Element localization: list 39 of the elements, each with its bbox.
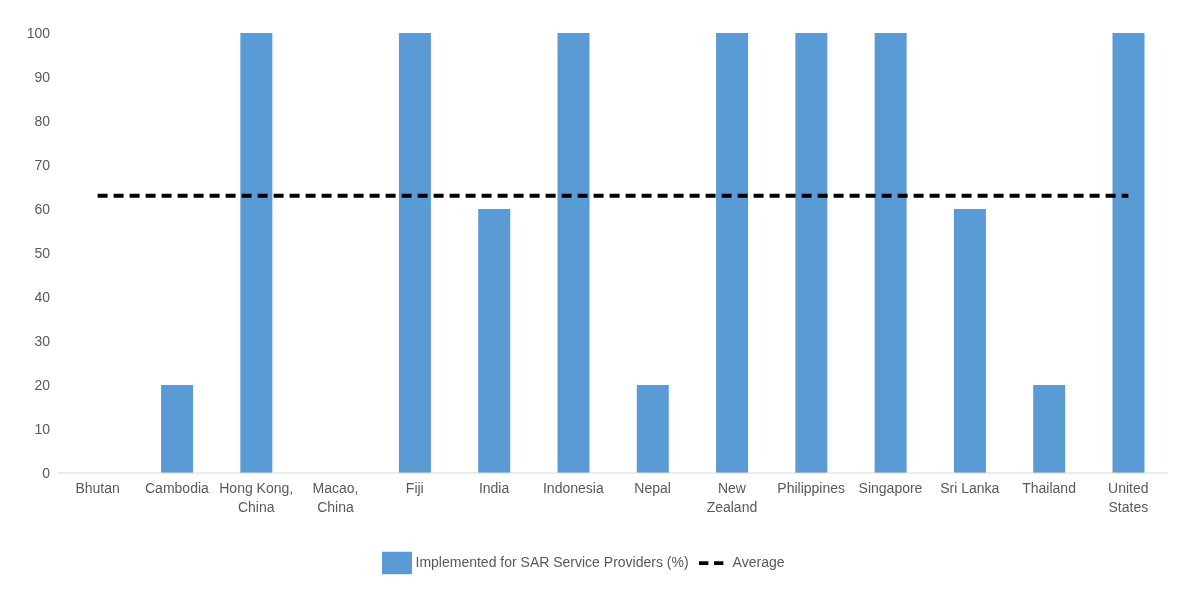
bar <box>953 209 986 473</box>
x-tick-label: India <box>478 480 510 496</box>
bar <box>716 33 749 473</box>
y-tick-label: 40 <box>34 288 51 305</box>
y-tick-label: 70 <box>34 156 51 173</box>
x-tick-label: Thailand <box>1022 480 1076 496</box>
x-tick-label: United States <box>1108 480 1149 515</box>
x-tick-label: New Zealand <box>706 480 758 515</box>
x-tick-label: Fiji <box>405 480 424 496</box>
x-tick-label: Macao, China <box>312 480 359 515</box>
y-tick-label: 10 <box>34 420 51 437</box>
bar <box>161 385 194 473</box>
y-tick-label: 20 <box>34 376 51 393</box>
y-tick-label: 50 <box>34 244 51 261</box>
bar <box>636 385 669 473</box>
x-tick-label: Nepal <box>634 480 671 496</box>
legend-label: Average <box>732 553 785 570</box>
y-tick-label: 100 <box>26 24 51 41</box>
bar <box>795 33 828 473</box>
bar <box>557 33 590 473</box>
legend-label: Implemented for SAR Service Providers (%) <box>415 553 689 570</box>
x-tick-label: Sri Lanka <box>940 480 1000 496</box>
x-tick-label: Indonesia <box>543 480 604 496</box>
y-tick-label: 90 <box>34 68 51 85</box>
bar <box>240 33 273 473</box>
bar <box>398 33 431 473</box>
bar <box>1112 33 1145 473</box>
y-tick-label: 60 <box>34 200 51 217</box>
x-tick-label: Cambodia <box>145 480 210 496</box>
bar <box>478 209 511 473</box>
bar <box>874 33 907 473</box>
x-tick-label: Bhutan <box>75 480 120 496</box>
x-tick-label: Singapore <box>858 480 923 496</box>
y-tick-label: 30 <box>34 332 51 349</box>
x-tick-label: Hong Kong, China <box>219 480 294 515</box>
y-tick-label: 80 <box>34 112 51 129</box>
y-tick-label: 0 <box>42 464 51 481</box>
x-tick-label: Philippines <box>777 480 846 496</box>
bar <box>1033 385 1066 473</box>
